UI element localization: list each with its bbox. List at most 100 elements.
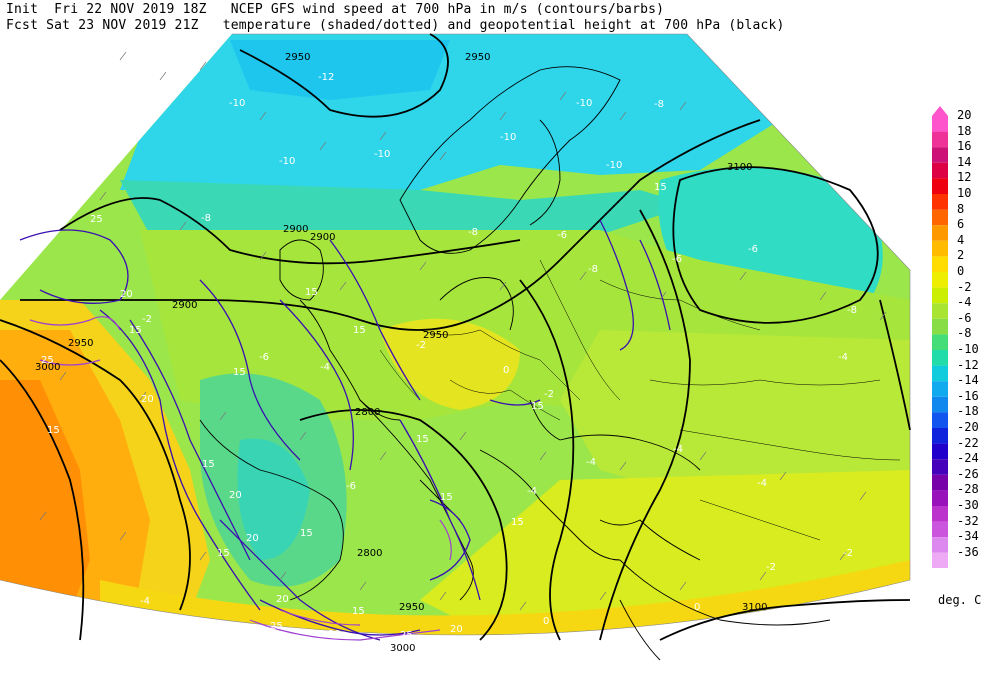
temp-label: -4 xyxy=(320,362,330,373)
colorbar-label: 6 xyxy=(957,217,965,232)
wind-label: 25 xyxy=(90,214,103,225)
colorbar-swatch xyxy=(932,396,948,413)
wind-label: 15 xyxy=(300,528,313,539)
colorbar-swatch xyxy=(932,240,948,257)
height-label: 2950 xyxy=(285,52,310,63)
temp-label: -8 xyxy=(201,213,211,224)
colorbar-swatch xyxy=(932,412,948,428)
height-label: 3100 xyxy=(727,162,752,173)
temp-label: -4 xyxy=(140,596,150,607)
wind-label: 20 xyxy=(229,490,242,501)
country-borders xyxy=(379,259,901,541)
temp-label: -4 xyxy=(527,486,537,497)
colorbar-swatch xyxy=(932,303,948,319)
temp-label: -10 xyxy=(606,160,622,171)
temp-label: -4 xyxy=(757,478,767,489)
temp-label: -12 xyxy=(318,72,334,83)
temp-label: -4 xyxy=(586,457,596,468)
colorbar-label: -14 xyxy=(957,373,979,388)
colorbar-swatch xyxy=(932,428,948,444)
temp-label: -6 xyxy=(557,230,567,241)
colorbar-swatch xyxy=(932,225,948,241)
colorbar-label: 8 xyxy=(957,201,965,216)
colorbar-swatch xyxy=(932,162,948,179)
colorbar-swatch xyxy=(932,147,948,163)
temp-label: -10 xyxy=(279,156,295,167)
temp-label: -8 xyxy=(468,227,478,238)
wind-label: 25 xyxy=(400,630,413,641)
height-label: 2900 xyxy=(310,232,335,243)
colorbar-swatch xyxy=(932,552,948,568)
temp-label: -2 xyxy=(843,548,853,559)
colorbar-label: 4 xyxy=(957,232,965,247)
colorbar-label: -26 xyxy=(957,466,979,481)
colorbar-swatch xyxy=(932,443,948,460)
height-label: 3000 xyxy=(390,643,415,654)
temp-label: 0 xyxy=(694,602,700,613)
wind-label: 20 xyxy=(450,624,463,635)
wind-label: 15 xyxy=(531,401,544,412)
temp-label: 0 xyxy=(543,616,549,627)
height-label: 2950 xyxy=(423,330,448,341)
temp-label: -10 xyxy=(576,98,592,109)
wind-label: 15 xyxy=(440,492,453,503)
colorbar-label: 18 xyxy=(957,123,972,138)
height-label: 2800 xyxy=(355,407,380,418)
colorbar-label: -16 xyxy=(957,388,979,403)
colorbar-label: -6 xyxy=(957,310,972,325)
colorbar-arrow-top xyxy=(932,106,948,116)
wind-barbs xyxy=(39,51,887,611)
temp-label: 0 xyxy=(503,365,509,376)
colorbar-label: -2 xyxy=(957,279,972,294)
temp-label: -4 xyxy=(838,352,848,363)
colorbar-label: -22 xyxy=(957,435,979,450)
colorbar-label: 12 xyxy=(957,170,972,185)
colorbar-swatch xyxy=(932,490,948,506)
colorbar-swatch xyxy=(932,131,948,148)
colorbar-label: -10 xyxy=(957,342,979,356)
colorbar-swatch xyxy=(932,116,948,132)
colorbar-swatch xyxy=(932,365,948,382)
wind-label: 15 xyxy=(233,367,246,378)
colorbar-label: -18 xyxy=(957,404,979,419)
temp-label: -8 xyxy=(654,99,664,110)
wind-speed-labels: 25 20 15 15 25 20 15 15 20 15 15 20 15 1… xyxy=(41,182,667,643)
temp-label: -2 xyxy=(766,562,776,573)
temp-label: -6 xyxy=(672,254,682,265)
colorbar-label: -32 xyxy=(957,513,979,528)
colorbar-label: -12 xyxy=(957,357,979,372)
wind-speed-contours-strong xyxy=(29,316,452,641)
temp-label: -6 xyxy=(346,481,356,492)
colorbar-swatch xyxy=(932,537,948,553)
wind-label: 15 xyxy=(217,548,230,559)
wind-label: 20 xyxy=(276,594,289,605)
colorbar-swatch xyxy=(932,318,948,335)
colorbar-swatch xyxy=(932,506,948,522)
wind-label: 15 xyxy=(654,182,667,193)
map-boundary xyxy=(0,33,911,636)
wind-label: 15 xyxy=(511,517,524,528)
wind-label: 20 xyxy=(246,533,259,544)
colorbar-swatch xyxy=(932,287,948,304)
wind-label: 20 xyxy=(201,632,214,643)
colorbar-swatch xyxy=(932,521,948,538)
colorbar-label: 14 xyxy=(957,154,972,169)
height-label: 3000 xyxy=(35,362,60,373)
header-init-line: Init Fri 22 NOV 2019 18Z NCEP GFS wind s… xyxy=(6,2,665,17)
colorbar-label: 0 xyxy=(957,264,965,278)
colorbar-label: 16 xyxy=(957,139,972,154)
temp-label: -8 xyxy=(847,305,857,316)
height-label: 2900 xyxy=(283,224,308,235)
colorbar-label: -36 xyxy=(957,544,979,559)
colorbar-label: 2 xyxy=(957,248,965,263)
temp-label: -2 xyxy=(142,314,152,325)
colorbar-label: 20 xyxy=(957,108,972,122)
temp-label: -6 xyxy=(259,352,269,363)
height-label: 2800 xyxy=(357,548,382,559)
colorbar-label: -30 xyxy=(957,498,979,512)
colorbar-label: -28 xyxy=(957,482,979,497)
wind-label: 20 xyxy=(141,394,154,405)
colorbar-swatch xyxy=(932,474,948,491)
wind-label: 15 xyxy=(47,425,60,436)
